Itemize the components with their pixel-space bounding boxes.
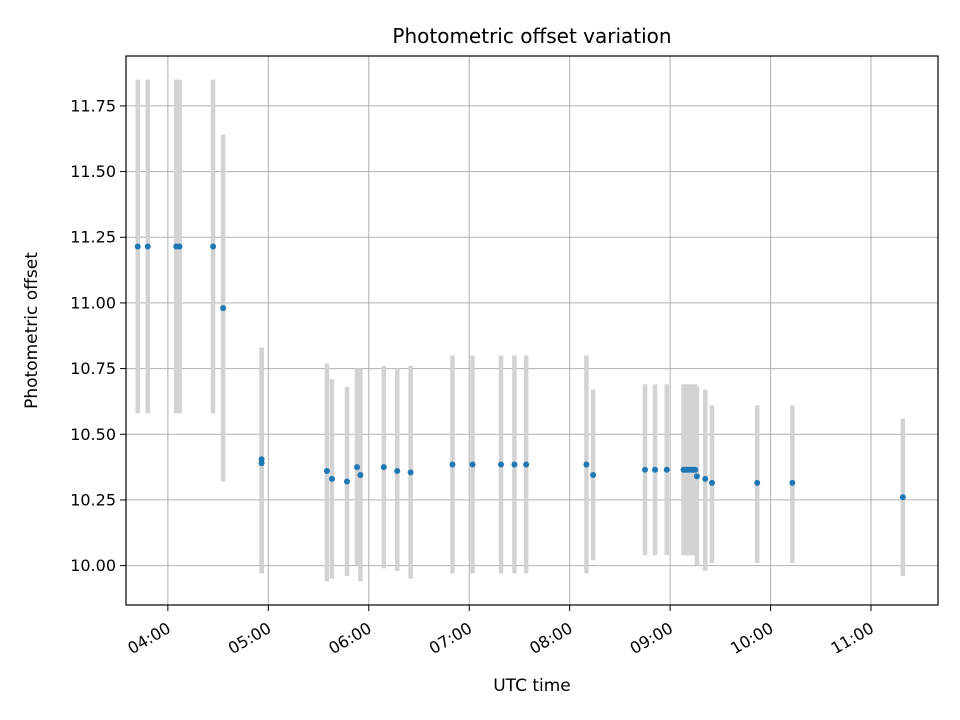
y-tick-label: 10.25 bbox=[70, 490, 116, 509]
x-tick-label: 04:00 bbox=[124, 618, 173, 658]
x-axis-ticks: 04:00 05:00 06:00 07:00 08:00 09:00 10:00 11:00 bbox=[124, 605, 877, 658]
data-point bbox=[693, 473, 700, 480]
data-point bbox=[652, 466, 659, 473]
y-tick-label: 10.50 bbox=[70, 425, 116, 444]
data-point bbox=[144, 243, 151, 250]
chart-title: Photometric offset variation bbox=[392, 24, 671, 48]
data-point bbox=[899, 494, 906, 501]
error-bars bbox=[135, 79, 906, 582]
data-point bbox=[328, 475, 335, 482]
data-points bbox=[134, 243, 906, 501]
data-point bbox=[511, 461, 518, 468]
x-tick-label: 08:00 bbox=[526, 618, 575, 658]
plot-frame bbox=[125, 55, 939, 606]
x-tick-label: 06:00 bbox=[325, 618, 374, 658]
x-tick-label: 10:00 bbox=[727, 618, 776, 658]
data-point bbox=[708, 479, 715, 486]
data-point bbox=[583, 461, 590, 468]
data-point bbox=[380, 464, 387, 471]
x-tick-label: 11:00 bbox=[828, 618, 877, 658]
data-point bbox=[692, 466, 699, 473]
data-point bbox=[523, 461, 530, 468]
data-point bbox=[210, 243, 217, 250]
data-point bbox=[176, 243, 183, 250]
data-point bbox=[357, 471, 364, 478]
data-point bbox=[258, 460, 265, 467]
y-tick-label: 10.75 bbox=[70, 359, 116, 378]
data-point bbox=[407, 469, 414, 476]
y-tick-label: 11.00 bbox=[70, 293, 116, 312]
data-point bbox=[323, 468, 330, 475]
grid-lines bbox=[126, 56, 938, 605]
data-point bbox=[354, 464, 361, 471]
data-point bbox=[590, 471, 597, 478]
x-tick-label: 09:00 bbox=[627, 618, 676, 658]
y-axis-ticks: 10.00 10.25 10.50 10.75 11.00 11.25 11.50 11.75 bbox=[70, 96, 126, 575]
y-tick-label: 11.50 bbox=[70, 162, 116, 181]
y-tick-label: 11.25 bbox=[70, 228, 116, 247]
data-point bbox=[343, 478, 350, 485]
y-axis-label: Photometric offset bbox=[22, 252, 42, 409]
x-axis-label: UTC time bbox=[493, 676, 571, 696]
data-point bbox=[789, 479, 796, 486]
x-tick-label: 05:00 bbox=[225, 618, 274, 658]
y-tick-label: 11.75 bbox=[70, 96, 116, 115]
data-point bbox=[449, 461, 456, 468]
data-point bbox=[702, 475, 709, 482]
data-point bbox=[134, 243, 141, 250]
data-point bbox=[498, 461, 505, 468]
y-tick-label: 10.00 bbox=[70, 556, 116, 575]
data-point bbox=[220, 305, 227, 312]
data-point bbox=[754, 479, 761, 486]
data-point bbox=[642, 466, 649, 473]
data-point bbox=[663, 466, 670, 473]
data-point bbox=[394, 468, 401, 475]
x-tick-label: 07:00 bbox=[426, 618, 475, 658]
data-point bbox=[469, 461, 476, 468]
